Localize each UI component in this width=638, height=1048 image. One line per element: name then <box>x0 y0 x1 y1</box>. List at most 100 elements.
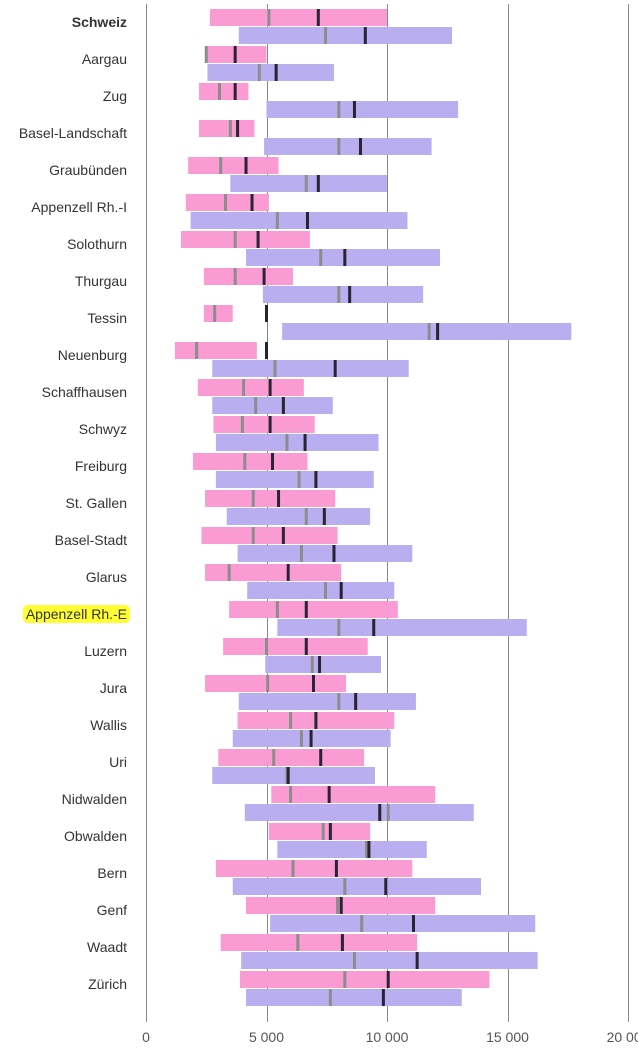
grey-marker <box>328 989 332 1006</box>
range-bar <box>238 693 416 710</box>
dark-marker <box>316 175 320 192</box>
dark-marker <box>281 397 285 414</box>
dark-marker <box>318 656 322 673</box>
grey-marker <box>299 730 303 747</box>
range-bar <box>266 101 459 118</box>
range-bar <box>239 971 490 988</box>
x-tick-label: 10 000 <box>366 1029 409 1045</box>
dark-marker <box>271 453 275 470</box>
x-tick-label: 5 000 <box>249 1029 284 1045</box>
dark-marker <box>250 194 254 211</box>
grey-marker <box>297 471 301 488</box>
grey-marker <box>343 878 347 895</box>
category-label: Basel-Stadt <box>55 532 127 548</box>
range-bar <box>215 860 413 877</box>
dark-marker <box>348 286 352 303</box>
range-bar <box>205 564 342 581</box>
grey-marker <box>360 915 364 932</box>
range-bar <box>218 749 365 766</box>
grey-marker <box>337 138 341 155</box>
category-label: Freiburg <box>75 458 127 474</box>
label-highlight <box>22 605 130 623</box>
grey-marker <box>213 305 217 322</box>
range-bar <box>174 342 257 359</box>
range-bar <box>192 453 308 470</box>
range-bar <box>215 471 374 488</box>
range-bar <box>207 64 334 81</box>
grey-marker <box>204 46 208 63</box>
grey-marker <box>299 545 303 562</box>
category-label: Solothurn <box>67 236 127 252</box>
dark-marker <box>367 841 371 858</box>
dark-marker <box>332 545 336 562</box>
category-label: Zürich <box>88 976 127 992</box>
range-bar <box>246 989 462 1006</box>
dark-marker <box>314 712 318 729</box>
dark-marker <box>265 305 268 322</box>
dark-marker <box>268 416 272 433</box>
dark-marker <box>384 878 388 895</box>
dark-marker <box>340 934 344 951</box>
dark-marker <box>311 675 315 692</box>
grey-marker <box>251 527 255 544</box>
dark-marker <box>233 83 237 100</box>
grey-marker <box>285 434 289 451</box>
grey-marker <box>243 453 247 470</box>
dark-marker <box>305 212 309 229</box>
grey-marker <box>273 360 277 377</box>
dark-marker <box>381 989 385 1006</box>
grey-marker <box>218 83 222 100</box>
range-bar <box>188 157 279 174</box>
category-label: Nidwalden <box>62 791 127 807</box>
grey-marker <box>240 416 244 433</box>
dark-marker <box>343 249 347 266</box>
dark-marker <box>314 471 318 488</box>
grey-marker <box>365 841 369 858</box>
dark-marker <box>415 952 419 969</box>
range-bar <box>226 508 371 525</box>
dark-marker <box>262 268 266 285</box>
dark-marker <box>316 9 320 26</box>
range-bar <box>215 434 379 451</box>
category-label: Waadt <box>87 939 127 955</box>
category-label: Zug <box>103 88 127 104</box>
dark-marker <box>277 490 281 507</box>
range-bar <box>185 194 269 211</box>
grey-marker <box>321 823 325 840</box>
dark-marker <box>328 823 332 840</box>
range-bar <box>277 841 427 858</box>
dark-marker <box>309 730 313 747</box>
grey-marker <box>319 249 323 266</box>
range-bar <box>205 675 347 692</box>
dark-marker <box>339 897 343 914</box>
dark-marker <box>244 157 248 174</box>
dark-marker <box>333 360 337 377</box>
range-bar <box>199 120 255 137</box>
grey-marker <box>219 157 223 174</box>
dark-marker <box>304 601 308 618</box>
category-label: Thurgau <box>75 273 127 289</box>
x-tick-label: 20 000 <box>607 1029 638 1045</box>
dark-marker <box>304 638 308 655</box>
range-bar <box>238 27 453 44</box>
range-bar <box>237 545 413 562</box>
range-bar <box>212 360 409 377</box>
range-bar <box>244 804 474 821</box>
dark-marker <box>339 582 343 599</box>
category-label: Obwalden <box>64 828 127 844</box>
x-axis: 0 5 000 10 000 15 000 20 000 <box>142 1029 638 1045</box>
grey-marker <box>337 286 341 303</box>
range-bar <box>277 619 527 636</box>
dark-marker <box>352 101 356 118</box>
range-bar <box>209 9 387 26</box>
grey-marker <box>386 804 390 821</box>
range-bar <box>223 638 368 655</box>
dark-marker <box>334 860 338 877</box>
range-bar <box>271 786 436 803</box>
range-bar <box>199 83 249 100</box>
grey-marker <box>242 379 246 396</box>
grey-marker <box>233 231 237 248</box>
dark-marker <box>303 434 307 451</box>
category-label: Schweiz <box>72 14 127 30</box>
